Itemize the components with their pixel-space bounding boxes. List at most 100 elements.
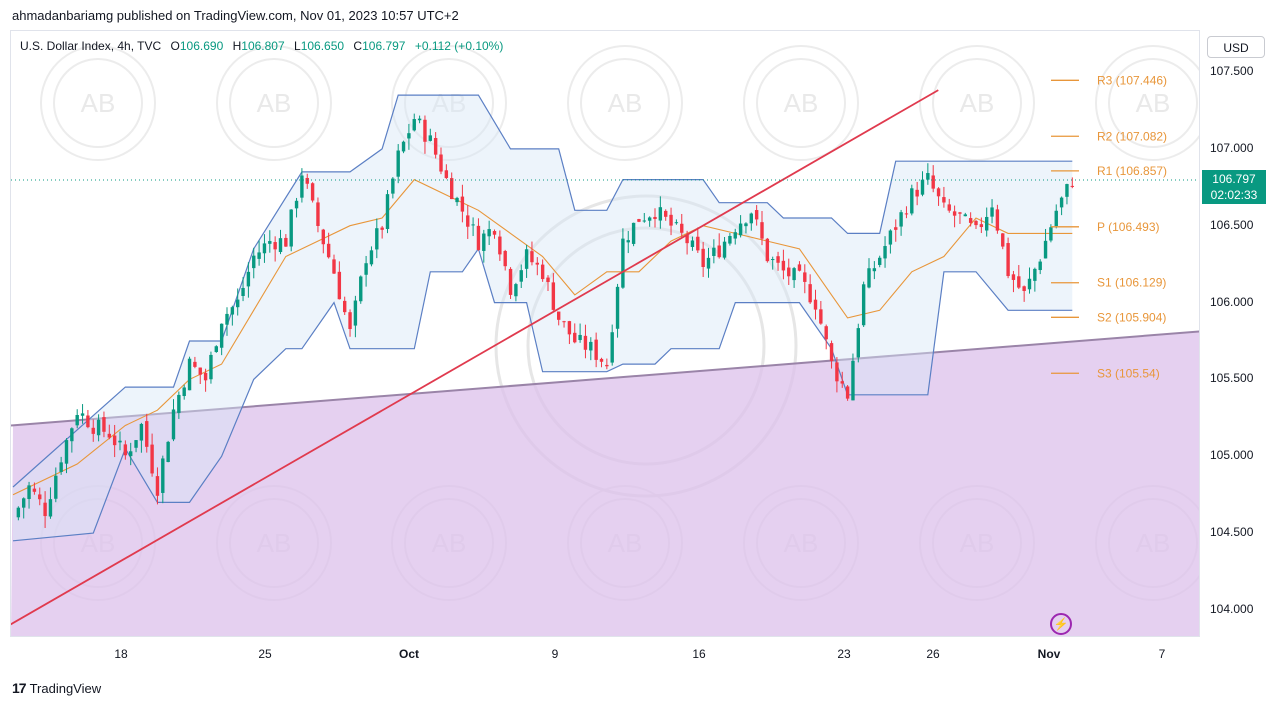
chart-frame[interactable]: AB R3 (107.446)R2 (107.082)R1 (106.857)P… bbox=[10, 30, 1200, 637]
candle-body bbox=[64, 440, 69, 464]
price-tick-label: 105.000 bbox=[1210, 448, 1254, 463]
candle bbox=[985, 207, 989, 237]
candle-body bbox=[803, 272, 807, 282]
candle bbox=[690, 236, 695, 251]
candle bbox=[647, 216, 652, 227]
candle bbox=[1049, 224, 1053, 243]
candle bbox=[43, 491, 47, 528]
candle-body bbox=[712, 247, 716, 256]
candle-body bbox=[412, 119, 416, 131]
candle-body bbox=[48, 499, 53, 517]
candle bbox=[107, 424, 111, 440]
candle bbox=[968, 212, 973, 227]
candle bbox=[369, 246, 374, 267]
candle-body bbox=[54, 475, 58, 499]
candle bbox=[177, 391, 181, 419]
candle bbox=[150, 433, 154, 477]
time-tick-label: 25 bbox=[258, 647, 272, 661]
pivot-label: R1 (106.857) bbox=[1097, 164, 1167, 178]
candle bbox=[1011, 270, 1016, 293]
candle-body bbox=[963, 214, 967, 217]
candle bbox=[139, 422, 144, 453]
candle-body bbox=[947, 204, 951, 211]
candle bbox=[482, 229, 486, 263]
alert-icon[interactable]: ⚡ bbox=[1050, 613, 1072, 635]
candle bbox=[1054, 204, 1058, 229]
candle-body bbox=[621, 238, 625, 288]
change-value: +0.112 (+0.10%) bbox=[414, 39, 504, 53]
candle-body bbox=[792, 268, 796, 281]
candle bbox=[32, 482, 37, 495]
candle-body bbox=[91, 427, 95, 434]
currency-button[interactable]: USD bbox=[1207, 36, 1265, 58]
candle-body bbox=[252, 255, 256, 269]
candle-body bbox=[193, 361, 197, 367]
candle-body bbox=[535, 262, 539, 265]
candle-body bbox=[669, 214, 673, 226]
candle bbox=[284, 234, 288, 247]
candle bbox=[198, 367, 202, 385]
candle-body bbox=[883, 246, 887, 259]
candle-body bbox=[337, 271, 342, 300]
candle bbox=[696, 227, 700, 253]
candle bbox=[455, 196, 459, 206]
candle bbox=[476, 218, 481, 251]
candle bbox=[246, 262, 251, 298]
candle bbox=[952, 205, 957, 228]
candle bbox=[1017, 265, 1021, 290]
candle-body bbox=[589, 341, 593, 351]
candle-body bbox=[733, 232, 737, 239]
candle bbox=[428, 128, 432, 142]
candle-body bbox=[1027, 278, 1032, 290]
candle bbox=[797, 261, 802, 272]
candle bbox=[305, 173, 309, 189]
candle-body bbox=[573, 332, 577, 343]
candle bbox=[990, 199, 994, 224]
candle-body bbox=[187, 358, 192, 391]
candle-body bbox=[920, 179, 925, 195]
candle bbox=[112, 424, 117, 458]
candle bbox=[712, 239, 716, 264]
high-label: H bbox=[232, 39, 242, 53]
candle-body bbox=[273, 242, 277, 250]
candle-body bbox=[209, 354, 213, 380]
candle-body bbox=[460, 196, 465, 212]
watermark-logo bbox=[743, 45, 859, 161]
candle-body bbox=[203, 372, 208, 381]
candle-body bbox=[182, 387, 186, 397]
candle-body bbox=[717, 245, 721, 258]
candle-body bbox=[829, 343, 834, 361]
candle-body bbox=[658, 207, 663, 221]
candle-body bbox=[476, 225, 481, 250]
watermark-logo bbox=[919, 45, 1035, 161]
candle bbox=[749, 212, 753, 231]
low-label: L bbox=[294, 39, 301, 53]
candle bbox=[1065, 183, 1069, 205]
candle-body bbox=[690, 240, 695, 247]
tradingview-logo-icon: 17 bbox=[12, 680, 27, 696]
candle-body bbox=[278, 238, 283, 253]
candle-body bbox=[219, 323, 224, 348]
candle bbox=[931, 165, 935, 193]
candle bbox=[241, 277, 245, 302]
candle-body bbox=[931, 175, 935, 189]
tradingview-brand[interactable]: 17 TradingView bbox=[12, 680, 101, 696]
candle-body bbox=[198, 367, 202, 375]
pivot-label: S3 (105.54) bbox=[1097, 366, 1160, 380]
candle bbox=[610, 324, 614, 366]
candle bbox=[268, 230, 272, 253]
price-tick-label: 105.500 bbox=[1210, 371, 1254, 386]
candle-body bbox=[722, 241, 727, 258]
price-chart[interactable]: AB R3 (107.446)R2 (107.082)R1 (106.857)P… bbox=[11, 31, 1200, 637]
candle bbox=[375, 218, 379, 259]
candle-body bbox=[423, 119, 427, 142]
candle-body bbox=[487, 229, 491, 237]
candle-body bbox=[813, 299, 818, 310]
price-tick-label: 107.500 bbox=[1210, 64, 1254, 78]
candle-body bbox=[369, 250, 374, 265]
candle bbox=[808, 274, 812, 304]
candle bbox=[182, 384, 186, 400]
candle bbox=[551, 273, 556, 311]
candle bbox=[674, 219, 679, 225]
candle bbox=[22, 497, 26, 519]
